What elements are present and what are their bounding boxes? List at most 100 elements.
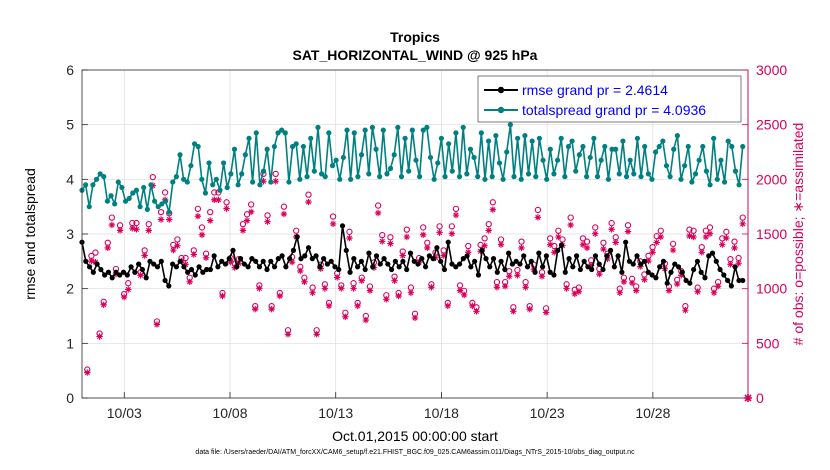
rmse-point bbox=[358, 258, 364, 264]
totalspread-point bbox=[718, 157, 724, 163]
obs-assimilated-marker bbox=[546, 241, 554, 248]
totalspread-point bbox=[231, 146, 238, 152]
obs-possible-marker bbox=[477, 241, 484, 249]
chart-subtitle: SAT_HORIZONTAL_WIND @ 925 hPa bbox=[293, 47, 538, 63]
totalspread-point bbox=[692, 171, 699, 177]
obs-assimilated-marker bbox=[305, 198, 312, 206]
legend-box bbox=[477, 75, 742, 123]
rmse-point bbox=[215, 264, 221, 270]
obs-assimilated-marker bbox=[669, 246, 677, 254]
rmse-point bbox=[630, 261, 636, 267]
totalspread-point bbox=[424, 124, 430, 130]
rmse-point bbox=[543, 253, 549, 259]
obs-assimilated-marker bbox=[571, 290, 578, 298]
obs-assimilated-marker bbox=[100, 301, 107, 308]
totalspread-point bbox=[93, 176, 100, 182]
obs-possible-marker bbox=[514, 266, 521, 274]
totalspread-point bbox=[525, 171, 532, 177]
obs-assimilated-marker bbox=[428, 284, 435, 291]
obs-possible-marker bbox=[264, 212, 271, 219]
rmse-point bbox=[573, 253, 580, 259]
obs-assimilated-marker bbox=[624, 228, 632, 235]
totalspread-point bbox=[507, 122, 513, 128]
totalspread-point bbox=[289, 143, 296, 150]
x-tick-label: 10/23 bbox=[530, 405, 565, 421]
obs-assimilated-marker bbox=[633, 287, 640, 294]
totalspread-point bbox=[656, 143, 662, 150]
totalspread-point bbox=[170, 179, 176, 185]
rmse-point bbox=[725, 277, 731, 284]
rmse-point bbox=[513, 258, 519, 264]
rmse-point bbox=[728, 283, 734, 289]
totalspread-point bbox=[137, 204, 143, 210]
obs-assimilated-marker bbox=[735, 260, 742, 267]
obs-possible-marker bbox=[686, 226, 693, 233]
obs-assimilated-marker bbox=[489, 206, 497, 213]
obs-assimilated-marker bbox=[301, 278, 308, 286]
y-tick-label-left: 5 bbox=[66, 117, 74, 133]
totalspread-point bbox=[529, 138, 535, 144]
rmse-point bbox=[279, 253, 285, 259]
obs-possible-marker bbox=[108, 214, 116, 221]
rmse-point bbox=[143, 275, 149, 281]
rmse-point bbox=[634, 253, 640, 259]
obs-assimilated-marker bbox=[583, 244, 591, 252]
rmse-point bbox=[241, 261, 247, 267]
totalspread-point bbox=[449, 168, 455, 174]
totalspread-point bbox=[279, 127, 285, 133]
totalspread-point bbox=[318, 171, 325, 177]
obs-possible-marker bbox=[350, 280, 357, 287]
rmse-point bbox=[626, 258, 633, 264]
totalspread-point bbox=[482, 176, 488, 182]
y-tick-label-right: 2500 bbox=[756, 117, 787, 133]
totalspread-point bbox=[511, 174, 517, 180]
totalspread-point bbox=[250, 179, 256, 185]
obs-assimilated-marker bbox=[465, 249, 472, 256]
totalspread-point bbox=[460, 124, 466, 130]
rmse-point bbox=[472, 258, 478, 264]
rmse-point bbox=[562, 269, 568, 275]
totalspread-point bbox=[696, 157, 702, 163]
obs-assimilated-marker bbox=[399, 252, 406, 259]
rmse-point bbox=[641, 258, 648, 264]
obs-assimilated-marker bbox=[145, 227, 152, 234]
rmse-point bbox=[245, 264, 251, 270]
obs-assimilated-marker bbox=[129, 225, 136, 232]
obs-assimilated-marker bbox=[379, 238, 386, 245]
obs-assimilated-marker bbox=[260, 178, 267, 185]
obs-assimilated-marker bbox=[481, 242, 488, 249]
totalspread-point bbox=[645, 171, 651, 177]
totalspread-point bbox=[155, 204, 161, 210]
totalspread-point bbox=[115, 179, 121, 185]
rmse-point bbox=[449, 261, 455, 267]
obs-assimilated-marker bbox=[354, 302, 361, 310]
obs-assimilated-marker bbox=[157, 216, 165, 223]
rmse-point bbox=[404, 266, 410, 273]
obs-assimilated-marker bbox=[702, 233, 710, 241]
totalspread-point bbox=[598, 157, 604, 163]
totalspread-point bbox=[736, 182, 742, 188]
totalspread-point bbox=[689, 179, 695, 185]
rmse-point bbox=[256, 264, 263, 270]
obs-possible-marker bbox=[669, 240, 677, 247]
totalspread-point bbox=[369, 124, 376, 130]
totalspread-point bbox=[210, 182, 216, 188]
totalspread-point bbox=[562, 174, 568, 180]
data-file-footer: data file: /Users/raeder/DAI/ATM_forcXX/… bbox=[195, 449, 635, 456]
obs-possible-marker bbox=[174, 236, 181, 243]
obs-assimilated-marker bbox=[723, 234, 730, 242]
totalspread-point bbox=[649, 176, 655, 182]
obs-assimilated-marker bbox=[395, 292, 402, 300]
obs-assimilated-marker bbox=[313, 331, 320, 338]
totalspread-point bbox=[493, 133, 499, 139]
obs-possible-marker bbox=[243, 211, 251, 218]
obs-possible-marker bbox=[690, 227, 697, 234]
rmse-point bbox=[90, 269, 96, 275]
rmse-point bbox=[343, 247, 349, 253]
totalspread-point bbox=[351, 130, 357, 136]
obs-possible-marker bbox=[493, 278, 501, 286]
rmse-point bbox=[657, 264, 663, 270]
totalspread-point bbox=[518, 176, 524, 182]
totalspread-point bbox=[315, 124, 321, 130]
